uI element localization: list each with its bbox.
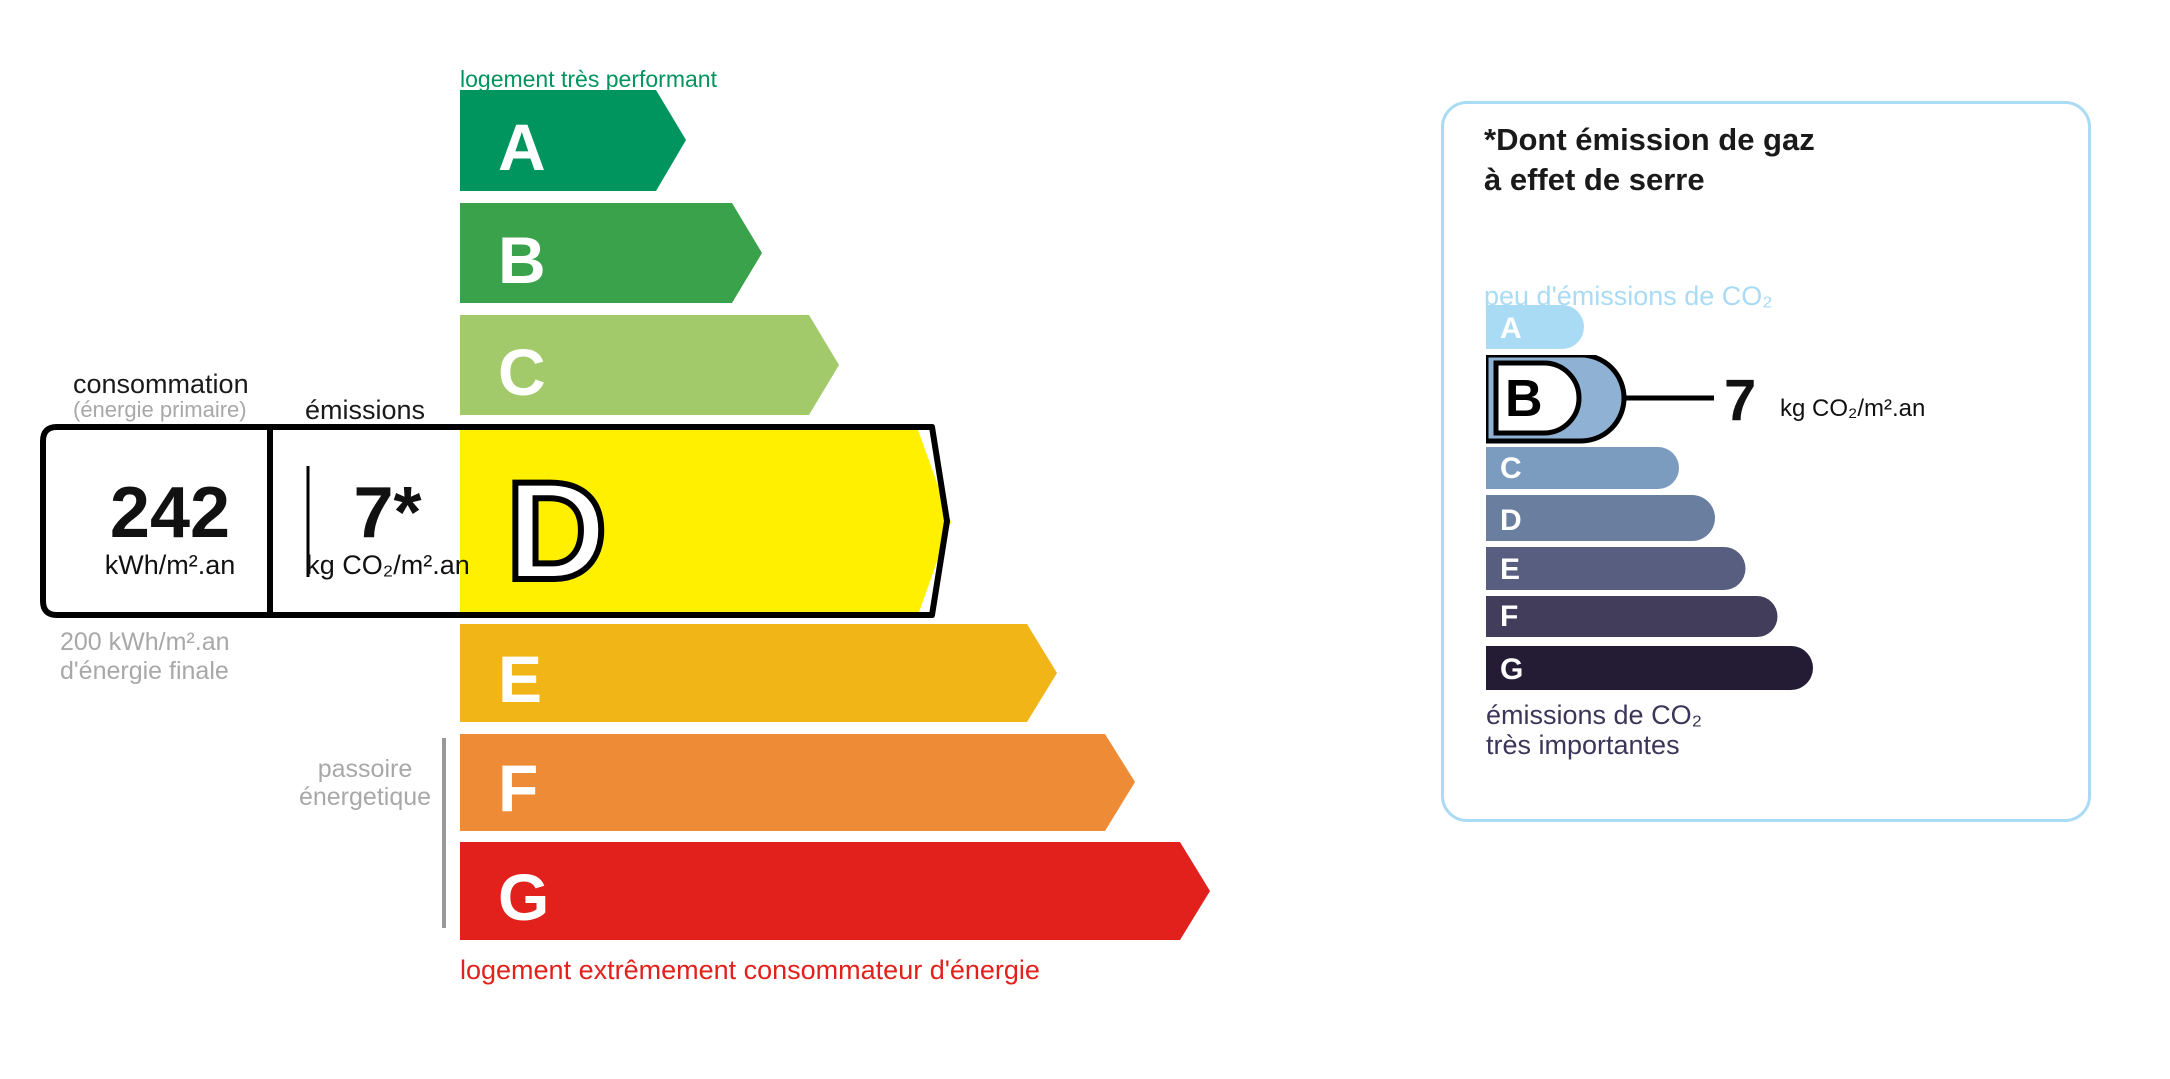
svg-text:C: C	[498, 335, 546, 409]
svg-text:B: B	[498, 223, 546, 297]
svg-text:A: A	[1500, 312, 1522, 345]
svg-text:A: A	[498, 110, 546, 184]
svg-text:B: B	[1505, 370, 1543, 428]
svg-text:C: C	[1500, 452, 1522, 485]
svg-text:E: E	[1500, 553, 1520, 586]
svg-text:E: E	[498, 642, 542, 716]
svg-text:F: F	[1500, 600, 1518, 633]
svg-text:D: D	[1500, 504, 1522, 537]
svg-text:G: G	[498, 860, 549, 934]
svg-text:G: G	[1500, 653, 1523, 686]
svg-text:F: F	[498, 751, 538, 825]
